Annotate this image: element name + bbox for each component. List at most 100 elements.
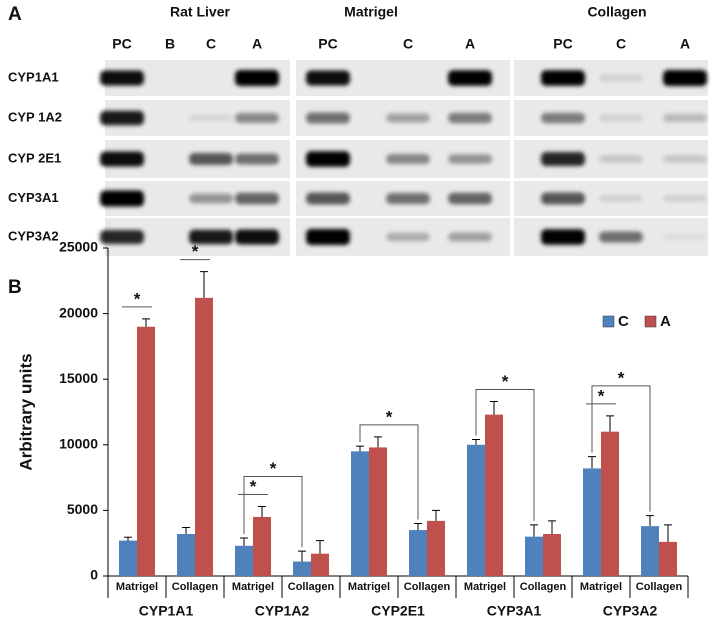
bar — [641, 526, 659, 576]
blot-band — [599, 74, 643, 82]
error-bar — [606, 415, 614, 432]
significance-star: * — [598, 386, 605, 405]
lane-label: PC — [112, 36, 131, 52]
blot-band — [448, 232, 492, 242]
row-label: CYP3A1 — [8, 190, 59, 205]
error-bar — [142, 318, 150, 327]
group-label: CYP2E1 — [371, 603, 425, 619]
error-bar — [548, 520, 556, 535]
blot-band — [306, 112, 350, 124]
bar — [659, 541, 677, 576]
group-label: CYP3A1 — [487, 603, 542, 619]
lane-label: A — [252, 36, 262, 52]
significance-bracket — [243, 475, 303, 548]
blot-band — [448, 70, 492, 86]
x-tick-label: Matrigel — [116, 581, 158, 593]
lane-label: A — [680, 36, 690, 52]
bar — [409, 530, 427, 576]
lane-label: C — [403, 36, 413, 52]
bar — [485, 414, 503, 576]
blot-band — [663, 233, 707, 241]
x-tick-label: Collagen — [288, 581, 335, 593]
blot-band — [100, 110, 144, 126]
lane-label: B — [165, 36, 175, 52]
blot-band — [100, 230, 144, 244]
row-label: CYP1A1 — [8, 69, 59, 84]
blot-band — [189, 153, 233, 165]
blot-band — [386, 193, 430, 204]
blot-title: Rat Liver — [170, 4, 230, 20]
row-label: CYP 2E1 — [8, 150, 61, 165]
blot-band — [235, 113, 279, 123]
blot-band — [386, 113, 430, 123]
blot-title: Collagen — [587, 4, 646, 20]
lane-label: PC — [318, 36, 337, 52]
blot-band — [100, 190, 144, 207]
error-bar — [588, 456, 596, 469]
blot-band — [306, 151, 350, 167]
error-bar — [472, 439, 480, 445]
blot-band — [663, 195, 707, 202]
bar — [293, 561, 311, 576]
legend-swatch — [644, 315, 657, 328]
x-tick-label: Matrigel — [348, 581, 390, 593]
x-tick-label: Matrigel — [464, 581, 506, 593]
significance-star: * — [502, 372, 509, 391]
blot-band — [663, 155, 707, 163]
x-tick-label: Collagen — [404, 581, 451, 593]
significance-star: * — [386, 407, 393, 426]
bar — [525, 536, 543, 576]
blot-band — [386, 154, 430, 164]
error-bar — [258, 505, 266, 517]
blot-band — [599, 155, 643, 163]
blot-band — [306, 229, 350, 245]
error-bar — [432, 509, 440, 521]
x-tick-label: Matrigel — [580, 581, 622, 593]
lane-label: C — [206, 36, 216, 52]
group-label: CYP1A1 — [139, 603, 194, 619]
error-bar — [646, 515, 654, 527]
blot-band — [235, 153, 279, 165]
x-tick-label: Matrigel — [232, 581, 274, 593]
x-tick-label: Collagen — [636, 581, 683, 593]
bar — [351, 451, 369, 576]
significance-star: * — [192, 242, 199, 261]
bar — [119, 540, 137, 576]
blot-band — [235, 70, 279, 86]
group-label: CYP1A2 — [255, 603, 310, 619]
blot-band — [100, 70, 144, 86]
legend-swatch — [602, 315, 615, 328]
blot-band — [541, 192, 585, 205]
legend-label: C — [618, 313, 629, 330]
blot-title: Matrigel — [344, 4, 398, 20]
significance-bracket — [475, 389, 535, 521]
error-bar — [240, 537, 248, 546]
blot-band — [306, 70, 350, 86]
row-label: CYP 1A2 — [8, 109, 62, 124]
y-tick-label: 15000 — [59, 370, 98, 386]
bar — [543, 534, 561, 576]
significance-star: * — [134, 289, 141, 308]
significance-star: * — [250, 477, 257, 496]
x-tick-label: Collagen — [520, 581, 567, 593]
error-bar — [298, 550, 306, 562]
panel-label: A — [8, 4, 22, 25]
lane-label: PC — [553, 36, 572, 52]
blot-band — [189, 229, 233, 245]
legend-label: A — [660, 313, 671, 330]
error-bar — [124, 536, 132, 541]
error-bar — [374, 436, 382, 448]
bar — [467, 444, 485, 576]
error-bar — [664, 524, 672, 542]
significance-bracket — [591, 385, 651, 512]
bar — [177, 534, 195, 576]
blot-band — [189, 193, 233, 204]
y-tick-label: 20000 — [59, 304, 98, 320]
x-tick-label: Collagen — [172, 581, 219, 593]
error-bar — [356, 445, 364, 452]
error-bar — [316, 540, 324, 554]
bar — [583, 468, 601, 576]
blot-band — [663, 70, 707, 86]
blot-band — [541, 70, 585, 86]
